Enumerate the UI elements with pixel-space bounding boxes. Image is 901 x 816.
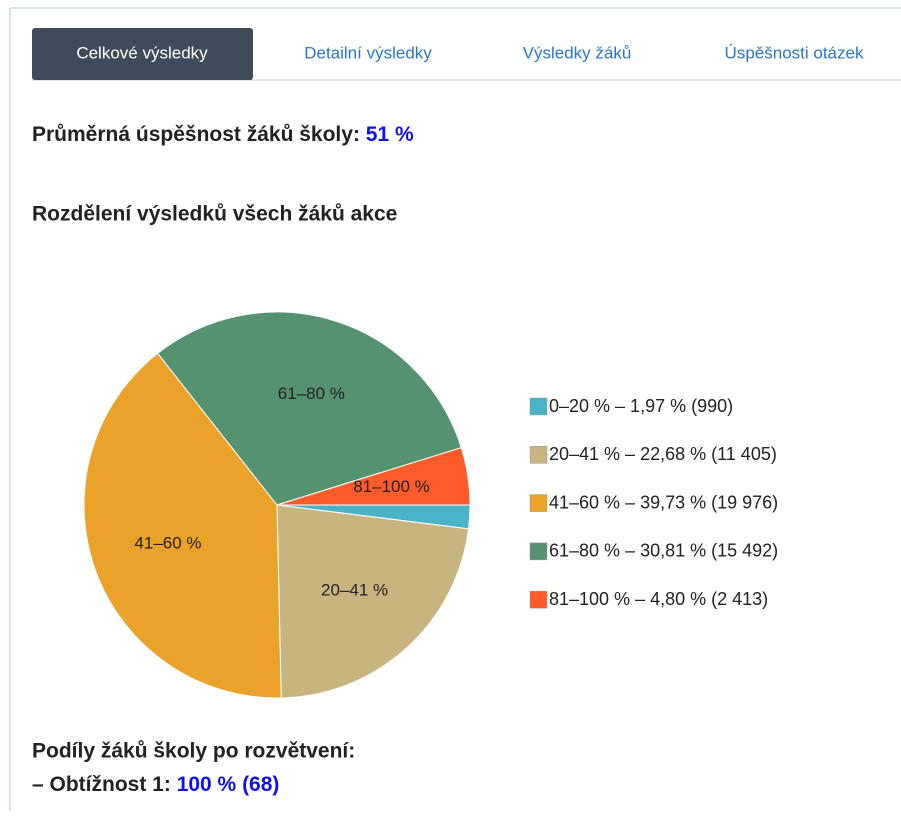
average-label: Průměrná úspěšnost žáků školy: <box>32 123 360 146</box>
branching-value: 100 % (68) <box>177 773 280 796</box>
legend-label: 81–100 % – 4,80 % (2 413) <box>549 589 768 609</box>
tab[interactable]: Výsledky žáků <box>523 43 632 62</box>
legend-label: 41–60 % – 39,73 % (19 976) <box>549 492 778 512</box>
slice-label: 61–80 % <box>278 384 345 403</box>
legend-swatch <box>529 397 548 416</box>
legend-swatch <box>529 542 548 561</box>
legend-swatch <box>529 590 548 609</box>
average-value: 51 % <box>366 123 414 146</box>
branching-label: – Obtížnost 1: <box>32 773 171 796</box>
tab[interactable]: Celkové výsledky <box>76 43 208 62</box>
legend-label: 20–41 % – 22,68 % (11 405) <box>549 444 777 464</box>
legend-swatch <box>529 446 548 464</box>
slice-label: 81–100 % <box>353 477 430 496</box>
average-heading: Průměrná úspěšnost žáků školy: 51 % <box>32 123 414 146</box>
pie-slice <box>276 447 471 506</box>
legend-label: 61–80 % – 30,81 % (15 492) <box>549 541 778 561</box>
legend-swatch <box>529 494 548 512</box>
legend-label: 0–20 % – 1,97 % (990) <box>549 396 733 416</box>
branching-title: Podíly žáků školy po rozvětvení: <box>32 740 355 763</box>
pie-slice <box>156 311 462 506</box>
chart-title: Rozdělení výsledků všech žáků akce <box>32 203 397 226</box>
slice-label: 20–41 % <box>321 580 388 599</box>
pie-slice <box>83 352 282 699</box>
branching-line: – Obtížnost 1: 100 % (68) <box>32 773 279 796</box>
tab[interactable]: Úspěšnosti otázek <box>725 43 864 62</box>
tab[interactable]: Detailní výsledky <box>304 43 432 62</box>
pie-slice <box>276 504 470 699</box>
tab-active-bg <box>32 28 253 80</box>
slice-label: 41–60 % <box>134 534 201 553</box>
